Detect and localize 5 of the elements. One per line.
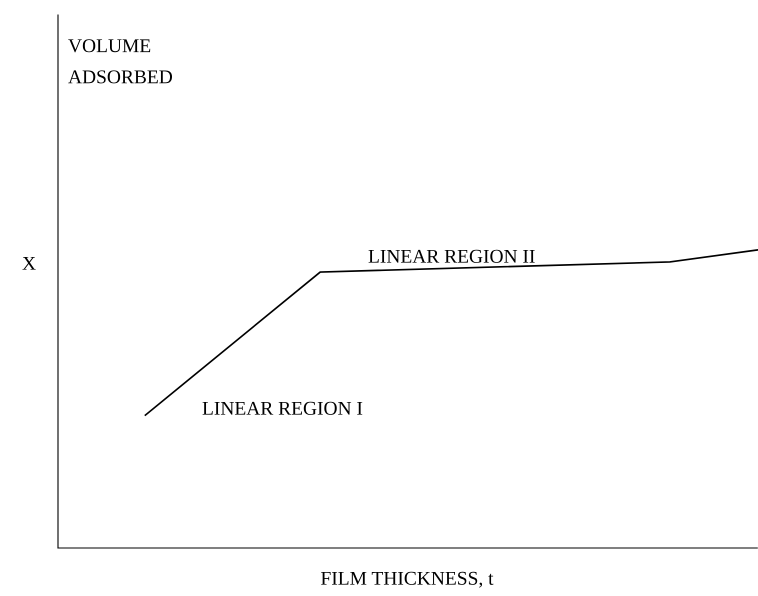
x-axis-title: FILM THICKNESS, t (321, 572, 494, 588)
text: VOLUME ADSORBED (68, 39, 172, 84)
annotation: LINEAR REGION II (368, 250, 535, 263)
text: X (22, 256, 36, 270)
annotation: LINEAR REGION I (202, 402, 362, 415)
